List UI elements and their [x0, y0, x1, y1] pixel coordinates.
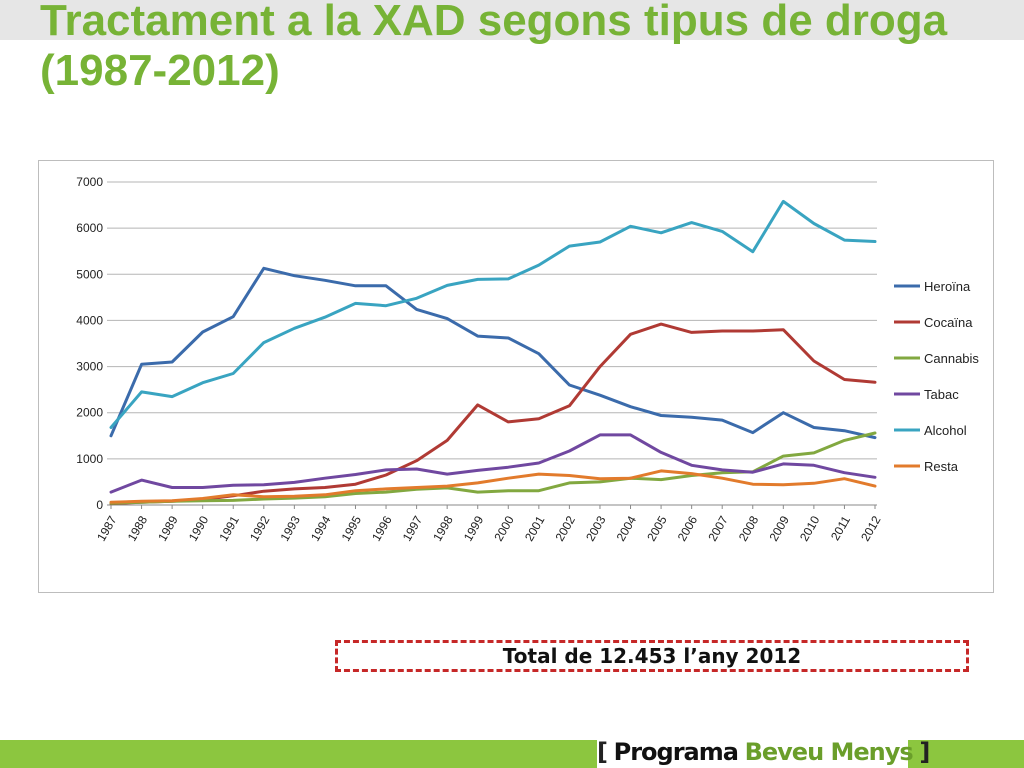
x-tick-label: 1998 [430, 513, 456, 543]
x-tick-label: 2007 [705, 513, 731, 543]
x-tick-label: 1993 [277, 513, 303, 543]
total-note: Total de 12.453 l’any 2012 [335, 640, 969, 672]
legend-entry: Resta [924, 459, 959, 474]
x-tick-label: 2010 [797, 513, 823, 543]
legend-entry: Tabac [924, 387, 959, 402]
y-tick-label: 3000 [76, 360, 103, 374]
footer-open-bracket: [ [597, 738, 608, 766]
footer-program-name: Beveu Menys [744, 738, 914, 766]
x-tick-label: 2012 [858, 513, 884, 543]
line-chart: 0 1000 2000 3000 4000 5000 6000 7000 1987 1988 198… [38, 160, 994, 593]
chart-canvas: 0 1000 2000 3000 4000 5000 6000 7000 1987 1988 198… [76, 175, 979, 544]
x-tick-label: 1989 [155, 513, 181, 543]
x-tick-label: 1992 [247, 513, 273, 543]
footer-close-bracket: ] [919, 738, 930, 766]
x-tick-label: 1994 [308, 513, 334, 543]
x-tick-label: 2009 [766, 513, 792, 543]
legend-entry: Heroïna [924, 279, 971, 294]
legend-entry: Cannabis [924, 351, 979, 366]
x-tick-label: 2011 [828, 513, 853, 543]
x-tick-label: 2004 [614, 513, 640, 543]
legend-entry: Cocaïna [924, 315, 973, 330]
y-tick-label: 2000 [76, 406, 103, 420]
footer-program-word: Programa [613, 738, 739, 766]
page-title: Tractament a la XAD segons tipus de drog… [40, 0, 948, 95]
x-tick-label: 1999 [461, 513, 487, 543]
legend-entry: Alcohol [924, 423, 967, 438]
x-tick-label: 1990 [186, 513, 212, 543]
x-tick-label: 2005 [644, 513, 670, 543]
series-line-hero-na [109, 266, 877, 440]
series-line-coca-na [109, 322, 877, 506]
y-tick-label: 4000 [76, 313, 103, 327]
x-tick-label: 1996 [369, 513, 395, 543]
series-line-alcohol [109, 199, 877, 429]
x-tick-label: 1991 [216, 513, 242, 543]
y-tick-label: 5000 [76, 267, 103, 281]
y-tick-label: 0 [96, 498, 103, 512]
series-line-tabac [109, 433, 877, 494]
top-band [0, 0, 1024, 40]
x-tick-label: 1988 [125, 513, 151, 543]
x-tick-label: 2001 [522, 513, 548, 543]
x-tick-label: 1995 [339, 513, 365, 543]
x-tick-label: 2000 [491, 513, 517, 543]
x-tick-label: 2003 [583, 513, 609, 543]
x-tick-label: 1987 [94, 513, 120, 543]
y-tick-label: 7000 [76, 175, 103, 189]
x-tick-label: 2002 [553, 513, 579, 543]
series-line-resta [109, 469, 877, 504]
y-tick-label: 1000 [76, 452, 103, 466]
x-tick-label: 1997 [400, 513, 426, 543]
x-tick-label: 2008 [736, 513, 762, 543]
y-tick-label: 6000 [76, 221, 103, 235]
x-tick-label: 2006 [675, 513, 701, 543]
footer-program-label: [ Programa Beveu Menys ] [597, 736, 930, 768]
